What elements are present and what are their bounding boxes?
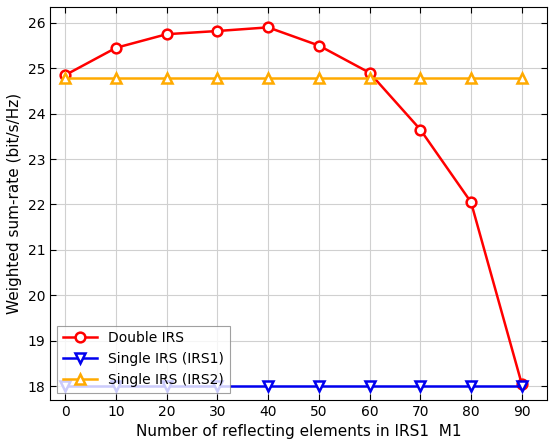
Double IRS bbox=[468, 199, 474, 205]
Single IRS (IRS2) bbox=[62, 75, 69, 81]
Single IRS (IRS1) bbox=[214, 384, 221, 389]
Double IRS bbox=[214, 29, 221, 34]
Double IRS bbox=[265, 25, 271, 30]
Single IRS (IRS2) bbox=[366, 75, 373, 81]
Double IRS bbox=[519, 381, 525, 386]
Single IRS (IRS1) bbox=[163, 384, 170, 389]
Line: Single IRS (IRS2): Single IRS (IRS2) bbox=[60, 73, 526, 83]
Double IRS bbox=[366, 70, 373, 75]
Double IRS bbox=[112, 45, 119, 50]
Single IRS (IRS2) bbox=[214, 75, 221, 81]
Double IRS bbox=[316, 43, 322, 48]
Y-axis label: Weighted sum-rate (bit/s/Hz): Weighted sum-rate (bit/s/Hz) bbox=[7, 93, 22, 314]
Single IRS (IRS2) bbox=[468, 75, 474, 81]
Legend: Double IRS, Single IRS (IRS1), Single IRS (IRS2): Double IRS, Single IRS (IRS1), Single IR… bbox=[57, 326, 230, 392]
Double IRS bbox=[417, 127, 424, 132]
Single IRS (IRS2) bbox=[112, 75, 119, 81]
Single IRS (IRS2) bbox=[316, 75, 322, 81]
Single IRS (IRS1) bbox=[265, 384, 271, 389]
Single IRS (IRS2) bbox=[519, 75, 525, 81]
Single IRS (IRS1) bbox=[112, 384, 119, 389]
Single IRS (IRS2) bbox=[417, 75, 424, 81]
X-axis label: Number of reflecting elements in IRS1  M1: Number of reflecting elements in IRS1 M1 bbox=[136, 424, 461, 439]
Single IRS (IRS1) bbox=[468, 384, 474, 389]
Line: Double IRS: Double IRS bbox=[60, 22, 526, 388]
Double IRS bbox=[62, 72, 69, 78]
Single IRS (IRS2) bbox=[163, 75, 170, 81]
Single IRS (IRS1) bbox=[366, 384, 373, 389]
Line: Single IRS (IRS1): Single IRS (IRS1) bbox=[60, 381, 526, 391]
Single IRS (IRS2) bbox=[265, 75, 271, 81]
Single IRS (IRS1) bbox=[316, 384, 322, 389]
Single IRS (IRS1) bbox=[417, 384, 424, 389]
Double IRS bbox=[163, 32, 170, 37]
Single IRS (IRS1) bbox=[62, 384, 69, 389]
Single IRS (IRS1) bbox=[519, 384, 525, 389]
